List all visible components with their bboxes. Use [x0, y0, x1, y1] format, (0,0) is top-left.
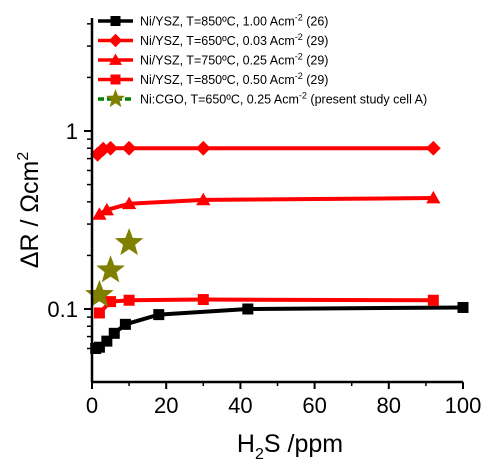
- axes-layer: 0 20 40 60 80 100 0.1 1: [47, 18, 481, 418]
- series-0: [90, 301, 469, 354]
- legend-label-main: Ni/YSZ, T=850ºC, 1.00 Acm: [140, 15, 295, 29]
- x-tick-label: 20: [154, 393, 178, 418]
- legend-label-main: Ni/YSZ, T=750ºC, 0.25 Acm: [140, 54, 295, 68]
- data-point: [197, 294, 209, 306]
- legend-marker: [108, 33, 123, 48]
- data-point: [242, 303, 254, 315]
- data-point: [153, 309, 165, 321]
- legend-marker: [109, 53, 122, 65]
- legend-label-main: Ni:CGO, T=650ºC, 0.25 Acm: [140, 93, 299, 107]
- legend-label: Ni/YSZ, T=650ºC, 0.03 Acm-2 (29): [140, 32, 328, 48]
- legend-label: Ni/YSZ, T=850ºC, 0.50 Acm-2 (29): [140, 71, 328, 87]
- series-layer: [85, 140, 469, 354]
- data-point: [108, 327, 120, 339]
- legend-label-sup: -2: [295, 52, 303, 62]
- data-point: [121, 140, 137, 156]
- series-line: [96, 146, 434, 156]
- legend-marker: [110, 16, 121, 26]
- data-point: [99, 202, 114, 216]
- legend: Ni/YSZ, T=850ºC, 1.00 Acm-2 (26)Ni/YSZ, …: [98, 13, 427, 108]
- legend-item-0: Ni/YSZ, T=850ºC, 1.00 Acm-2 (26): [98, 13, 328, 29]
- y-tick-label: 0.1: [47, 297, 78, 322]
- data-point: [101, 335, 113, 347]
- legend-item-2: Ni/YSZ, T=750ºC, 0.25 Acm-2 (29): [98, 52, 328, 68]
- data-point: [457, 301, 469, 313]
- legend-item-4: Ni:CGO, T=650ºC, 0.25 Acm-2 (present stu…: [98, 89, 427, 108]
- data-point: [96, 255, 125, 283]
- legend-item-1: Ni/YSZ, T=650ºC, 0.03 Acm-2 (29): [98, 32, 328, 48]
- y-axis-title: ΔR / Ωcm2: [15, 152, 44, 269]
- data-point: [195, 140, 211, 156]
- data-point: [92, 207, 107, 220]
- legend-label-tail: (29): [303, 54, 329, 68]
- data-point: [114, 227, 144, 256]
- data-point: [425, 140, 441, 156]
- legend-label-tail: (29): [303, 34, 329, 48]
- legend-label: Ni/YSZ, T=750ºC, 0.25 Acm-2 (29): [140, 52, 328, 68]
- legend-label: Ni:CGO, T=650ºC, 0.25 Acm-2 (present stu…: [140, 91, 427, 107]
- legend-label-sup: -2: [295, 71, 303, 81]
- data-point: [196, 192, 211, 206]
- series-4: [85, 227, 144, 308]
- x-tick-label: 0: [86, 393, 98, 418]
- x-tick-label: 60: [302, 393, 326, 418]
- legend-label-sup: -2: [295, 13, 303, 23]
- data-point: [93, 307, 105, 319]
- data-point: [427, 294, 439, 306]
- data-point: [123, 294, 135, 306]
- data-point: [121, 196, 137, 210]
- legend-label-main: Ni/YSZ, T=650ºC, 0.03 Acm: [140, 34, 295, 48]
- series-line: [98, 196, 434, 217]
- data-point: [103, 140, 118, 156]
- data-point: [105, 296, 117, 308]
- data-point: [93, 341, 105, 353]
- x-tick-label: 100: [445, 393, 482, 418]
- series-1: [90, 140, 441, 162]
- legend-marker: [110, 74, 121, 85]
- x-axis-title: H2S /ppm: [237, 430, 343, 463]
- y-tick-label: 1: [66, 119, 78, 144]
- legend-label-tail: (26): [303, 15, 329, 29]
- x-tick-label: 40: [228, 393, 252, 418]
- legend-label-sup: -2: [295, 32, 303, 42]
- legend-label-main: Ni/YSZ, T=850ºC, 0.50 Acm: [140, 73, 295, 87]
- legend-marker: [105, 89, 126, 108]
- series-2: [92, 190, 441, 220]
- legend-label: Ni/YSZ, T=850ºC, 1.00 Acm-2 (26): [140, 13, 328, 29]
- legend-item-3: Ni/YSZ, T=850ºC, 0.50 Acm-2 (29): [98, 71, 328, 87]
- data-point: [85, 279, 114, 308]
- legend-label-sup: -2: [299, 91, 307, 101]
- legend-label-tail: (29): [303, 73, 329, 87]
- data-point: [426, 190, 441, 204]
- data-point: [119, 318, 131, 330]
- series-line: [95, 305, 464, 351]
- legend-label-tail: (present study cell A): [307, 93, 427, 107]
- x-tick-label: 80: [377, 393, 401, 418]
